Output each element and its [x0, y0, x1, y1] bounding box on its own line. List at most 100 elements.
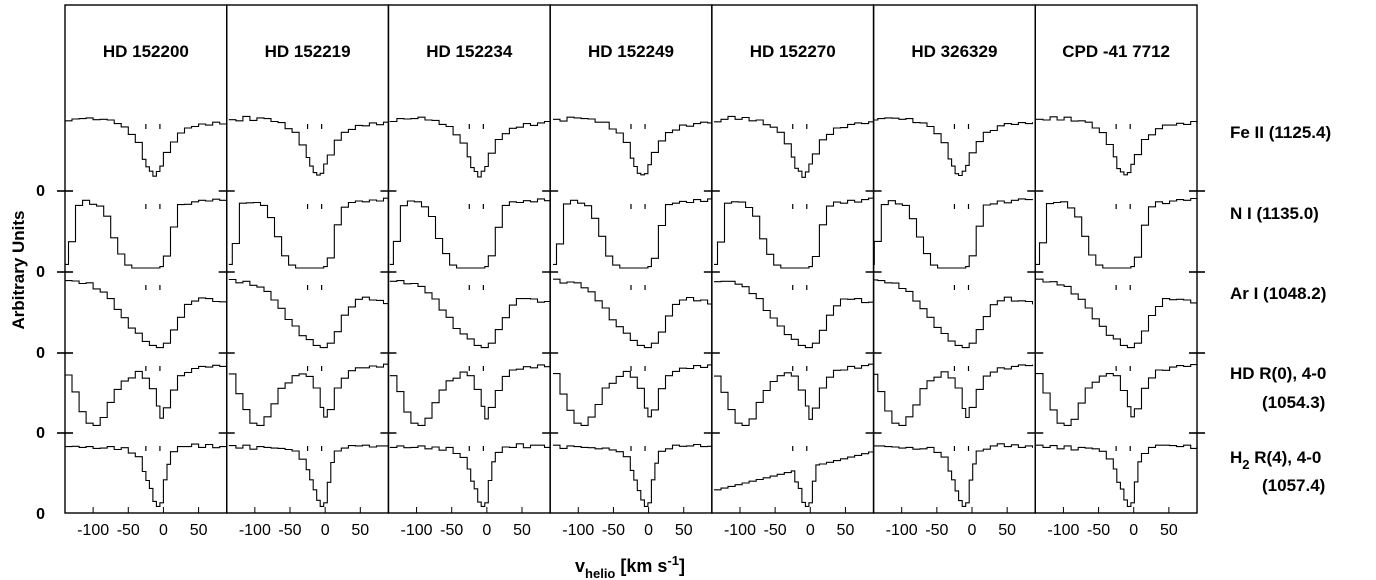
zero-label: 0 [36, 264, 45, 281]
spectrum-trace [1036, 197, 1198, 269]
x-tick-label: 50 [675, 522, 693, 539]
spectrum-trace [553, 443, 713, 507]
x-axis-label-part: ] [679, 556, 685, 576]
zero-label: 0 [36, 183, 45, 200]
spectrum-trace [714, 115, 875, 178]
line-label-part: R(4), 4-0 [1250, 448, 1322, 467]
star-label: HD 152219 [265, 42, 351, 61]
x-tick-label: -50 [440, 522, 463, 539]
spectrum-trace [65, 198, 228, 269]
spectrum-trace [389, 280, 551, 349]
spectrum-trace [1036, 278, 1198, 349]
spectrum-trace [873, 443, 1034, 507]
line-label: (1054.3) [1262, 393, 1325, 412]
line-label: Ar I (1048.2) [1230, 284, 1326, 303]
x-tick-label: 0 [321, 522, 330, 539]
panel-frame [226, 4, 390, 514]
line-label-part: 2 [1242, 457, 1249, 472]
zero-label: 0 [36, 425, 45, 442]
line-label: (1057.4) [1262, 476, 1325, 495]
star-label: HD 152200 [103, 42, 189, 61]
x-tick-label: -100 [724, 522, 756, 539]
line-label-part: N I (1135.0) [1230, 204, 1319, 223]
x-axis-label-part: [km s [615, 556, 667, 576]
spectrum-trace [65, 117, 228, 177]
spectrum-trace [1036, 116, 1198, 176]
x-tick-label: -100 [401, 522, 433, 539]
line-label-part: H [1230, 448, 1242, 467]
line-label-part: HD R(0), 4-0 [1230, 364, 1326, 383]
star-label: HD 152249 [588, 42, 674, 61]
panel-frame [64, 4, 228, 514]
line-label-part: Ar I (1048.2) [1230, 284, 1326, 303]
panel-frame [711, 4, 875, 514]
spectrum-trace [65, 443, 228, 507]
spectrum-trace [714, 280, 875, 349]
spectrum-trace [228, 197, 389, 269]
x-tick-label: -100 [77, 522, 109, 539]
spectrum-trace [389, 116, 551, 178]
spectrum-trace [1036, 364, 1198, 426]
x-tick-label: -100 [886, 522, 918, 539]
x-tick-label: 50 [513, 522, 531, 539]
spectrum-trace [228, 444, 389, 507]
x-tick-label: 50 [837, 522, 855, 539]
spectrum-trace [873, 198, 1034, 269]
traces-layer [65, 115, 1198, 507]
spectrum-trace [873, 364, 1034, 426]
x-tick-label: -100 [1047, 522, 1079, 539]
panel-frame [1034, 4, 1198, 514]
x-tick-label: 50 [351, 522, 369, 539]
x-tick-label: 0 [644, 522, 653, 539]
spectrum-trace [873, 117, 1034, 177]
panel-frame [872, 4, 1036, 514]
x-tick-label: 50 [190, 522, 208, 539]
y-axis-label: Arbitrary Units [9, 210, 28, 329]
x-tick-label: 50 [998, 522, 1016, 539]
x-axis-label: vhelio [km s-1] [575, 553, 685, 580]
line-label-part: (1054.3) [1262, 393, 1325, 412]
star-label: HD 152234 [426, 42, 513, 61]
x-tick-label: 50 [1160, 522, 1178, 539]
ticks-layer [57, 124, 1205, 513]
spectrum-trace [65, 280, 228, 349]
line-label-part: Fe II (1125.4) [1230, 123, 1331, 142]
spectrum-trace [389, 198, 551, 269]
x-tick-label: 0 [482, 522, 491, 539]
x-tick-label: -100 [239, 522, 271, 539]
spectrum-trace [714, 197, 875, 269]
line-label: N I (1135.0) [1230, 204, 1319, 223]
x-tick-label: -50 [764, 522, 787, 539]
x-tick-label: -50 [117, 522, 140, 539]
spectrum-trace [389, 364, 551, 426]
spectrum-trace [65, 364, 228, 426]
spectrum-trace [1036, 444, 1198, 507]
line-label: H2 R(4), 4-0 [1230, 448, 1321, 472]
spectrum-trace [389, 443, 551, 507]
x-axis-label-part: -1 [667, 553, 679, 568]
star-label: HD 326329 [911, 42, 997, 61]
x-tick-label: -50 [925, 522, 948, 539]
panel-frame [549, 4, 713, 514]
frames-layer [64, 4, 1198, 514]
x-axis-label-part: helio [585, 566, 615, 580]
x-tick-label: -50 [602, 522, 625, 539]
x-tick-label: 0 [968, 522, 977, 539]
x-tick-label: 0 [1129, 522, 1138, 539]
spectrum-trace [228, 278, 389, 349]
panel-frame [387, 4, 551, 514]
line-label: HD R(0), 4-0 [1230, 364, 1326, 383]
line-label: Fe II (1125.4) [1230, 123, 1331, 142]
spectrum-trace [553, 198, 712, 269]
star-label: CPD -41 7712 [1062, 42, 1170, 61]
zero-label: 0 [36, 345, 45, 362]
spectrum-trace [228, 363, 389, 426]
spectrum-trace [553, 278, 713, 349]
spectrum-trace [553, 364, 713, 426]
x-tick-label: -50 [278, 522, 301, 539]
x-axis-label-part: v [575, 556, 585, 576]
spectrum-trace [228, 115, 389, 176]
zero-label: 0 [36, 506, 45, 523]
